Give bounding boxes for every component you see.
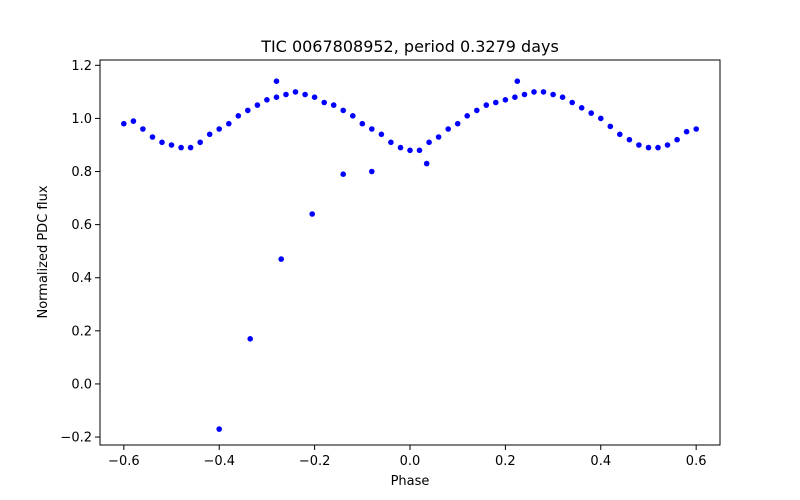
data-point — [309, 211, 316, 217]
data-point — [168, 142, 175, 148]
data-point — [559, 94, 566, 100]
data-point — [636, 142, 642, 148]
data-point — [531, 89, 537, 95]
x-tick-label: −0.4 — [203, 454, 235, 469]
data-point — [369, 168, 375, 175]
data-point — [512, 94, 518, 100]
data-point — [578, 105, 585, 111]
x-tick-label: 0.4 — [590, 454, 611, 469]
y-axis-ticks: −0.2 0.0 0.2 0.4 0.6 0.8 1.0 1.2 — [60, 59, 100, 446]
data-point — [550, 91, 556, 98]
x-tick-label: −0.2 — [299, 454, 331, 469]
data-point — [140, 126, 146, 132]
data-point — [397, 144, 404, 151]
y-tick-label: 0.8 — [71, 165, 92, 180]
data-point — [514, 78, 521, 84]
data-point — [664, 142, 671, 148]
data-point — [302, 91, 308, 98]
data-point — [569, 99, 575, 106]
data-points — [121, 78, 699, 432]
data-point — [474, 107, 480, 114]
data-point — [435, 134, 442, 140]
data-point — [445, 126, 452, 132]
data-point — [423, 160, 430, 167]
data-point — [283, 91, 289, 98]
y-tick-label: 0.0 — [71, 377, 92, 392]
x-tick-label: 0.6 — [686, 454, 707, 469]
data-point — [245, 107, 251, 114]
y-tick-label: 0.6 — [71, 218, 92, 233]
y-tick-label: 0.2 — [71, 324, 92, 339]
data-point — [216, 126, 222, 132]
data-point — [540, 89, 547, 95]
data-point — [273, 78, 280, 84]
chart-title: TIC 0067808952, period 0.3279 days — [260, 37, 559, 56]
data-point — [693, 126, 699, 132]
data-point — [378, 131, 385, 138]
data-point — [235, 113, 242, 119]
data-point — [626, 136, 633, 143]
x-tick-label: −0.6 — [108, 454, 140, 469]
data-point — [483, 102, 490, 108]
data-point — [264, 97, 270, 103]
plot-frame — [99, 59, 721, 446]
data-point — [464, 113, 471, 119]
data-point — [407, 147, 413, 154]
data-point — [617, 131, 623, 138]
data-point — [521, 91, 528, 98]
data-point — [149, 134, 156, 140]
data-point — [674, 136, 680, 143]
data-point — [607, 123, 614, 130]
y-axis-label: Normalized PDC flux — [36, 185, 51, 318]
data-point — [292, 89, 299, 95]
data-point — [416, 147, 423, 154]
data-point — [226, 120, 232, 127]
y-tick-label: 1.2 — [71, 59, 92, 74]
data-point — [502, 97, 509, 103]
data-point — [655, 144, 661, 151]
data-point — [178, 144, 184, 151]
data-point — [247, 336, 253, 342]
data-point — [598, 115, 604, 122]
y-tick-label: 1.0 — [71, 112, 92, 127]
x-axis-label: Phase — [391, 474, 430, 489]
data-point — [645, 144, 652, 151]
data-point — [359, 120, 366, 127]
data-point — [311, 94, 318, 100]
data-point — [206, 131, 213, 138]
data-point — [330, 102, 337, 108]
data-point — [187, 144, 194, 151]
x-tick-label: 0.2 — [495, 454, 516, 469]
data-point — [454, 120, 461, 127]
data-point — [254, 102, 261, 108]
data-point — [197, 139, 203, 146]
data-point — [588, 110, 594, 116]
data-point — [388, 139, 394, 146]
data-point — [121, 120, 127, 127]
y-tick-label: −0.2 — [60, 431, 92, 446]
data-point — [278, 256, 285, 262]
data-point — [273, 94, 280, 100]
data-point — [130, 118, 137, 124]
data-point — [683, 128, 690, 135]
data-point — [216, 426, 222, 432]
data-point — [340, 171, 347, 177]
data-point — [369, 126, 375, 132]
data-point — [350, 113, 356, 119]
data-point — [426, 139, 432, 146]
data-point — [493, 99, 499, 106]
x-tick-label: 0.0 — [400, 454, 421, 469]
data-point — [340, 107, 347, 114]
data-point — [321, 99, 328, 106]
data-point — [159, 139, 165, 146]
y-tick-label: 0.4 — [71, 271, 92, 286]
x-axis-ticks: −0.6 −0.4 −0.2 0.0 0.2 0.4 0.6 — [108, 445, 706, 469]
